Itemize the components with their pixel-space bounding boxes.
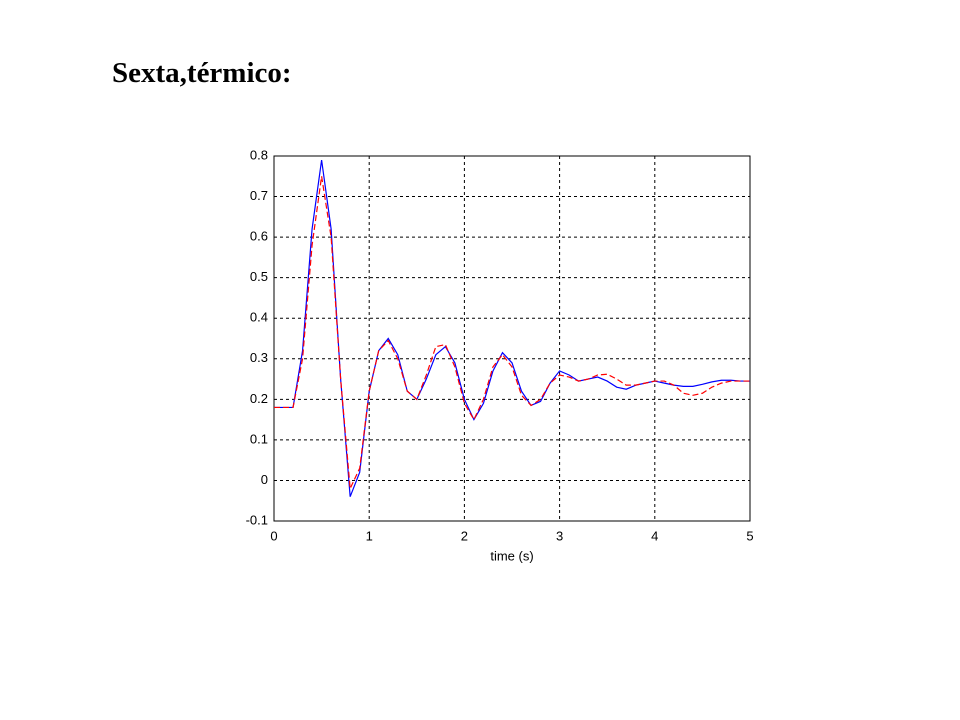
y-tick-label: 0.8	[250, 147, 268, 162]
x-tick-label: 0	[270, 528, 277, 543]
y-tick-label: 0.3	[250, 350, 268, 365]
x-tick-label: 2	[461, 528, 468, 543]
y-tick-label: 0	[261, 472, 268, 487]
y-tick-label: 0.1	[250, 431, 268, 446]
slide-title: Sexta,térmico:	[112, 57, 292, 89]
y-tick-label: 0.6	[250, 229, 268, 244]
data-line	[274, 159, 750, 497]
x-tick-label: 1	[366, 528, 373, 543]
data-line	[274, 176, 750, 491]
x-axis-label: time (s)	[490, 548, 533, 563]
y-tick-label: 0.2	[250, 391, 268, 406]
x-tick-label: 3	[556, 528, 563, 543]
y-tick-label: -0.1	[246, 512, 268, 527]
y-tick-label: 0.7	[250, 188, 268, 203]
y-tick-label: 0.4	[250, 310, 268, 325]
x-tick-label: 4	[651, 528, 658, 543]
y-tick-label: 0.5	[250, 269, 268, 284]
plot-area	[274, 156, 750, 521]
x-tick-label: 5	[746, 528, 753, 543]
plot-frame	[273, 155, 751, 522]
